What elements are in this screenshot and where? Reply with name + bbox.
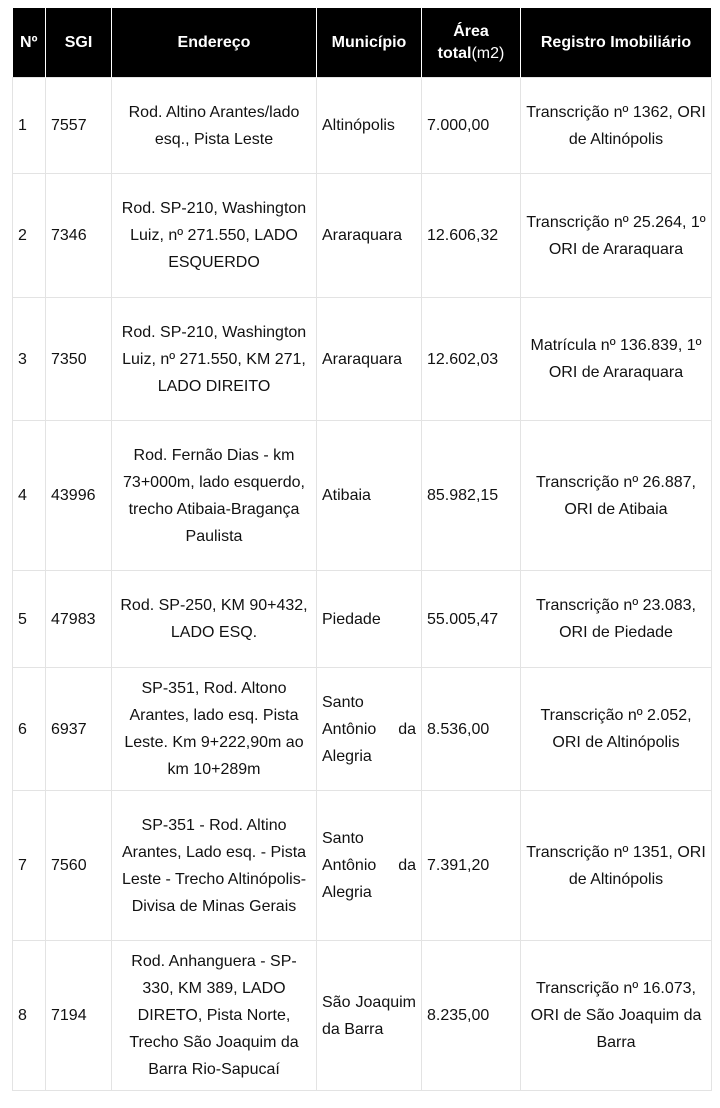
cell-area: 85.982,15 [421,420,521,571]
table-row: 7 7560 SP-351 - Rod. Altino Arantes, Lado … [12,790,712,941]
cell-sgi: 7346 [45,173,112,298]
cell-sgi: 7350 [45,297,112,421]
cell-endereco: Rod. SP-250, KM 90+432, LADO ESQ. [111,570,317,668]
cell-area: 7.000,00 [421,77,521,174]
table-row: 8 7194 Rod. Anhanguera - SP-330, KM 389, L… [12,940,712,1091]
header-area-unit: (m2) [471,44,505,62]
cell-num: 1 [12,77,46,174]
cell-num: 2 [12,173,46,298]
properties-table: Nº SGI Endereço Município Área total(m2) … [12,8,712,1091]
cell-num: 8 [12,940,46,1091]
cell-endereco: Rod. Anhanguera - SP-330, KM 389, LADO D… [111,940,317,1091]
cell-sgi: 6937 [45,667,112,791]
cell-municipio: Santo Antônio da Alegria [316,667,422,791]
cell-endereco: Rod. SP-210, Washington Luiz, nº 271.550… [111,297,317,421]
cell-sgi: 43996 [45,420,112,571]
cell-area: 8.536,00 [421,667,521,791]
header-area: Área total(m2) [421,8,521,78]
table-row: 1 7557 Rod. Altino Arantes/lado esq., Pist… [12,77,712,174]
header-num: Nº [12,8,46,78]
cell-registro: Transcrição nº 26.887, ORI de Atibaia [520,420,712,571]
cell-municipio: Santo Antônio da Alegria [316,790,422,941]
cell-endereco: SP-351, Rod. Altono Arantes, lado esq. P… [111,667,317,791]
cell-endereco: Rod. Fernão Dias - km 73+000m, lado esqu… [111,420,317,571]
cell-municipio: Altinópolis [316,77,422,174]
table-row: 5 47983 Rod. SP-250, KM 90+432, LADO ESQ. P… [12,570,712,668]
cell-registro: Transcrição nº 1362, ORI de Altinópolis [520,77,712,174]
cell-municipio: São Joaquim da Barra [316,940,422,1091]
cell-area: 55.005,47 [421,570,521,668]
table-row: 4 43996 Rod. Fernão Dias - km 73+000m, lad… [12,420,712,571]
cell-endereco: Rod. Altino Arantes/lado esq., Pista Les… [111,77,317,174]
cell-endereco: Rod. SP-210, Washington Luiz, nº 271.550… [111,173,317,298]
cell-num: 5 [12,570,46,668]
cell-municipio: Atibaia [316,420,422,571]
table-row: 3 7350 Rod. SP-210, Washington Luiz, nº 27… [12,297,712,421]
cell-registro: Matrícula nº 136.839, 1º ORI de Araraqua… [520,297,712,421]
table-row: 2 7346 Rod. SP-210, Washington Luiz, nº 27… [12,173,712,298]
cell-num: 3 [12,297,46,421]
cell-sgi: 7194 [45,940,112,1091]
cell-num: 7 [12,790,46,941]
table-row: 6 6937 SP-351, Rod. Altono Arantes, lado e… [12,667,712,791]
cell-sgi: 7557 [45,77,112,174]
cell-sgi: 7560 [45,790,112,941]
cell-num: 6 [12,667,46,791]
header-municipio: Município [316,8,422,78]
header-registro: Registro Imobiliário [520,8,712,78]
cell-municipio: Piedade [316,570,422,668]
header-area-line1: Área [453,22,489,40]
cell-area: 7.391,20 [421,790,521,941]
cell-registro: Transcrição nº 25.264, 1º ORI de Araraqu… [520,173,712,298]
header-row: Nº SGI Endereço Município Área total(m2) … [12,8,712,78]
cell-num: 4 [12,420,46,571]
cell-registro: Transcrição nº 2.052, ORI de Altinópolis [520,667,712,791]
cell-area: 12.602,03 [421,297,521,421]
cell-municipio: Araraquara [316,297,422,421]
cell-sgi: 47983 [45,570,112,668]
header-area-line2: total [437,44,472,62]
cell-registro: Transcrição nº 16.073, ORI de São Joaqui… [520,940,712,1091]
cell-endereco: SP-351 - Rod. Altino Arantes, Lado esq. … [111,790,317,941]
cell-area: 12.606,32 [421,173,521,298]
cell-registro: Transcrição nº 23.083, ORI de Piedade [520,570,712,668]
cell-area: 8.235,00 [421,940,521,1091]
cell-municipio: Araraquara [316,173,422,298]
header-sgi: SGI [45,8,112,78]
header-endereco: Endereço [111,8,317,78]
cell-registro: Transcrição nº 1351, ORI de Altinópolis [520,790,712,941]
